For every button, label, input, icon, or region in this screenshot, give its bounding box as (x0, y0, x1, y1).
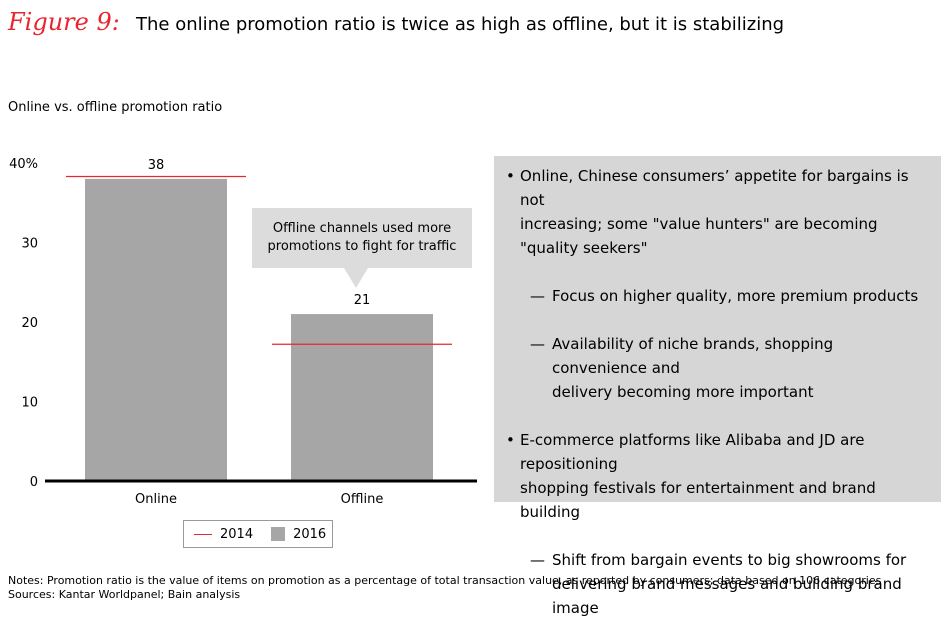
bullet-2: E-commerce platforms like Alibaba and JD… (506, 428, 931, 524)
footnotes: Notes: Promotion ratio is the value of i… (8, 574, 881, 602)
y-tick-label: 30 (21, 237, 38, 252)
legend-2016-swatch (271, 527, 286, 541)
chart-label: Online vs. offline promotion ratio (8, 100, 223, 115)
bullet-2-line-2: shopping festivals for entertainment and… (520, 479, 876, 521)
bar-data-label: 21 (354, 293, 371, 308)
figure-label: Figure 9: (8, 8, 120, 36)
sub-bullet-3-line-2: delivering brand messages and building b… (552, 575, 902, 617)
y-tick-label: 0 (30, 475, 38, 490)
legend-2014-swatch (194, 533, 212, 535)
sub-bullet-2-line-1: Availability of niche brands, shopping c… (552, 335, 834, 377)
bar-2016-online (85, 178, 227, 481)
bullet-1-line-3: "quality seekers" (520, 239, 648, 257)
sub-bullet-3-line-1: Shift from bargain events to big showroo… (552, 551, 907, 569)
figure-title: The online promotion ratio is twice as h… (136, 14, 785, 35)
callout-line-2: promotions to fight for traffic (267, 239, 457, 254)
bar-data-label: 38 (148, 158, 165, 173)
bullet-2-line-1: E-commerce platforms like Alibaba and JD… (520, 431, 865, 473)
bullet-1: Online, Chinese consumers’ appetite for … (506, 164, 931, 260)
bullet-1-line-1: Online, Chinese consumers’ appetite for … (520, 167, 909, 209)
x-tick-label: Online (135, 492, 177, 507)
sub-bullet-1-line-1: Focus on higher quality, more premium pr… (552, 287, 919, 305)
sub-bullet-3: Shift from bargain events to big showroo… (506, 548, 931, 620)
legend-2014-label: 2014 (220, 526, 254, 542)
sub-bullet-1: Focus on higher quality, more premium pr… (506, 284, 931, 308)
commentary-panel: Online, Chinese consumers’ appetite for … (494, 156, 941, 617)
x-tick-label: Offline (341, 492, 384, 507)
chart-legend: 2014 2016 (183, 520, 333, 548)
y-tick-label: 10 (21, 396, 38, 411)
bar-2016-offline (291, 314, 433, 481)
legend-2016-label: 2016 (293, 526, 327, 542)
sub-bullet-2-line-2: delivery becoming more important (552, 383, 814, 401)
y-tick-label: 20 (21, 316, 38, 331)
bullet-1-line-2: increasing; some "value hunters" are bec… (520, 215, 878, 233)
offline-callout: Offline channels used more promotions to… (252, 208, 472, 288)
y-tick-label: 40% (9, 157, 38, 172)
callout-line-1: Offline channels used more (272, 221, 452, 236)
notes-line: Notes: Promotion ratio is the value of i… (8, 574, 882, 587)
sub-bullet-2: Availability of niche brands, shopping c… (506, 332, 931, 404)
promotion-ratio-chart: 0 10 20 30 40% 38 Online 21 Offline (9, 157, 477, 507)
sources-line: Sources: Kantar Worldpanel; Bain analysi… (8, 588, 241, 601)
